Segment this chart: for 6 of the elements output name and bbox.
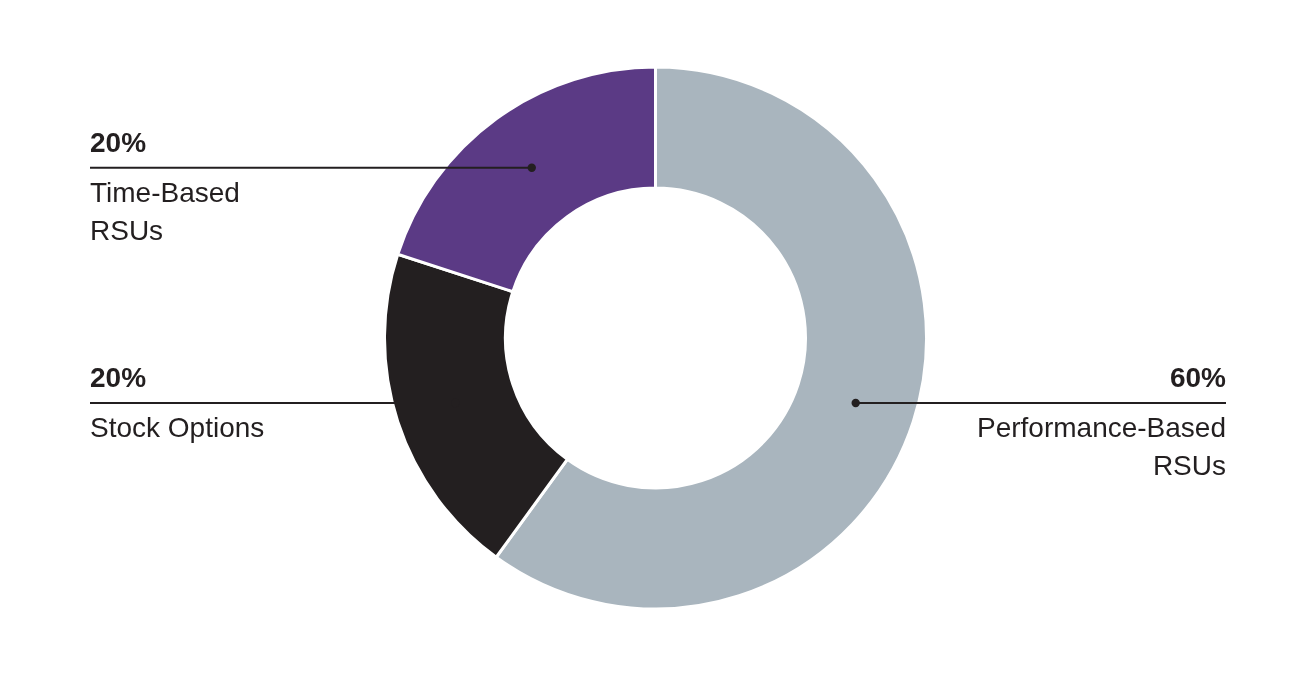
data-label: 20% bbox=[90, 126, 147, 158]
slice-label: Stock Options bbox=[90, 412, 265, 444]
slice-label: Performance-Based RSUs bbox=[976, 412, 1226, 482]
data-label: 20% bbox=[90, 362, 147, 394]
data-label: 60% bbox=[1169, 362, 1227, 394]
slice-label: Time-Based RSUs bbox=[90, 176, 240, 246]
